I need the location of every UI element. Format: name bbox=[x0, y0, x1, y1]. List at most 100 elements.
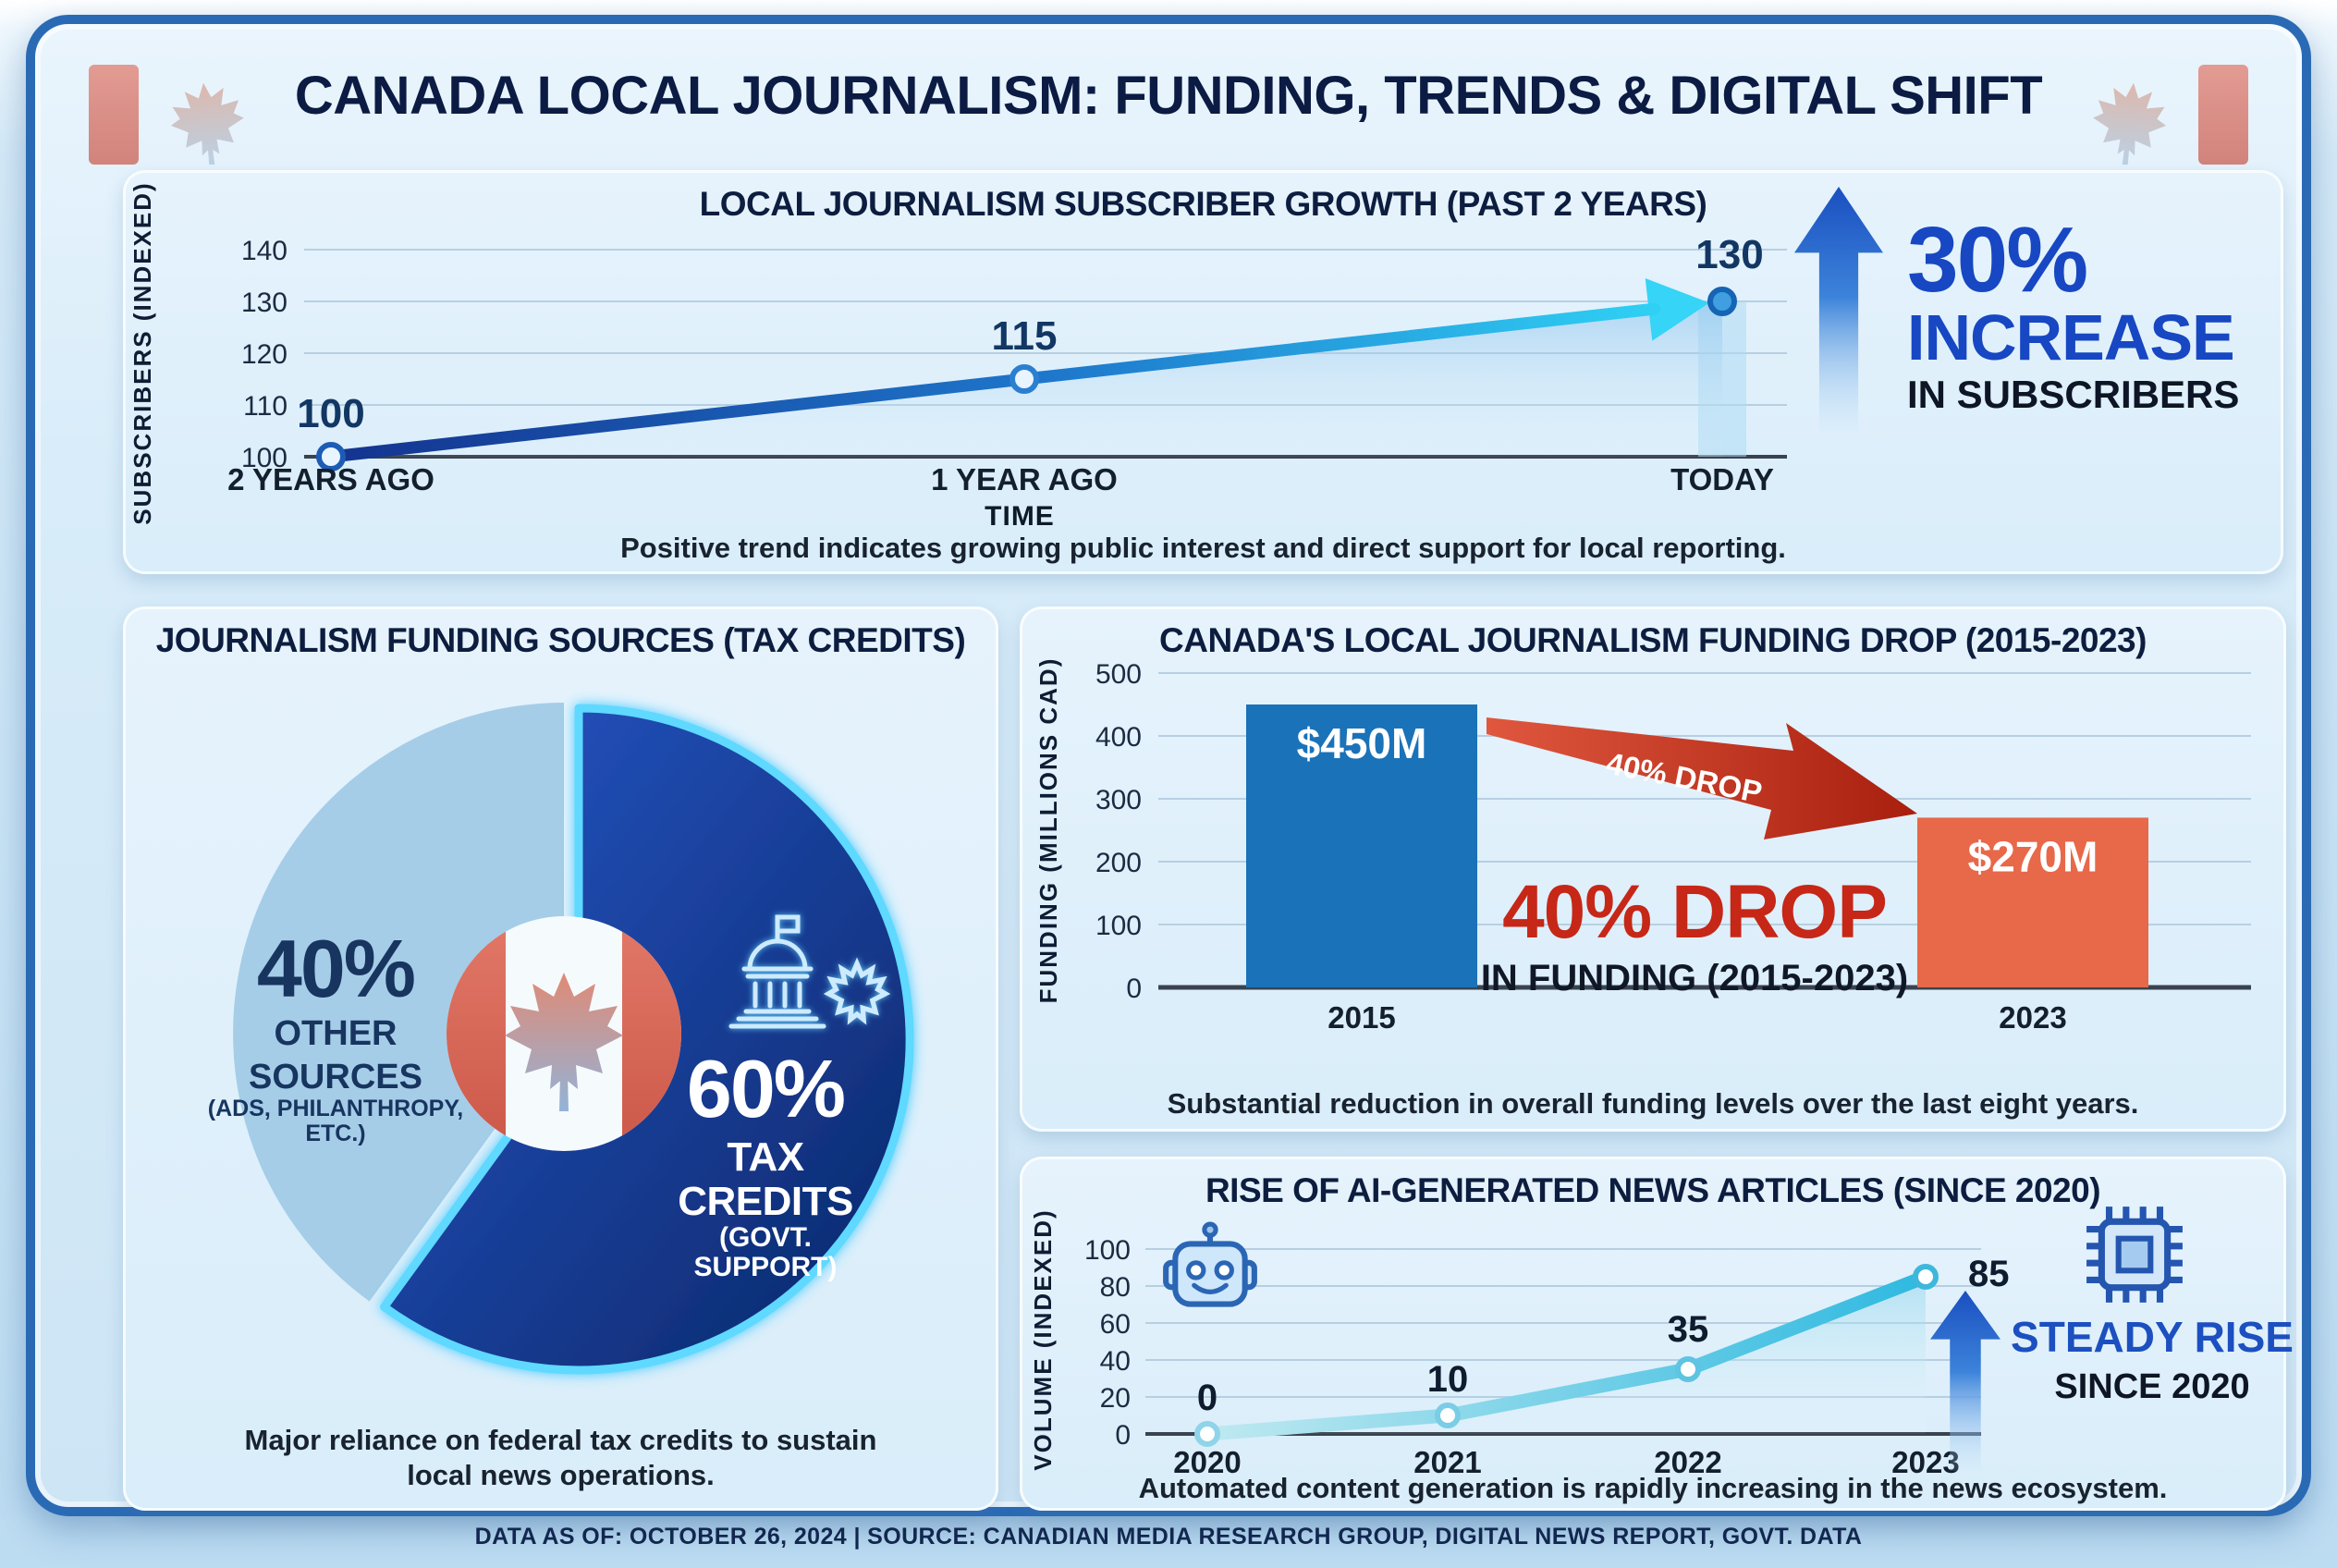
bar-value-label: $450M bbox=[1297, 719, 1427, 767]
line-arrowhead bbox=[1645, 278, 1710, 341]
x-tick-label: 2022 bbox=[1654, 1445, 1721, 1479]
x-tick-label: 1 YEAR AGO bbox=[931, 462, 1118, 496]
y-tick-label: 20 bbox=[1100, 1383, 1131, 1414]
ai-articles-chart: 0 20 40 60 80 100 VOLUME (INDEXED) 0 10 35 85 2020 2… bbox=[1029, 1208, 2010, 1479]
robot-antenna-tip bbox=[1202, 1221, 1218, 1238]
pie-slice-other-sources bbox=[233, 703, 564, 1302]
up-arrow-icon bbox=[1794, 187, 1883, 432]
canada-flag-left bbox=[89, 65, 244, 165]
y-tick-label: 100 bbox=[1084, 1235, 1131, 1266]
x-tick-label: 2 YEARS AGO bbox=[227, 462, 434, 496]
pie-label-line: TAX CREDITS bbox=[678, 1134, 853, 1224]
maple-leaf-shape bbox=[2093, 82, 2167, 165]
panel-subscriber-growth: LOCAL JOURNALISM SUBSCRIBER GROWTH (PAST… bbox=[123, 170, 2283, 574]
flag-red-band bbox=[89, 65, 139, 165]
building-steps bbox=[728, 1009, 826, 1029]
data-point bbox=[1435, 1403, 1461, 1428]
chart-caption-pie: Major reliance on federal tax credits to… bbox=[244, 1423, 877, 1492]
pie-percent-tax: 60% bbox=[686, 1043, 846, 1134]
data-point-label: 0 bbox=[1197, 1378, 1217, 1418]
subscriber-growth-chart: 100 110 120 130 140 SUBSCRIBERS (INDEXED) 100 1… bbox=[128, 181, 1787, 532]
y-axis-title: FUNDING (MILLIONS CAD) bbox=[1034, 657, 1062, 1004]
data-point bbox=[1009, 364, 1039, 394]
chart-caption-ai: Automated content generation is rapidly … bbox=[1138, 1472, 2168, 1505]
robot-eye bbox=[1214, 1260, 1234, 1280]
chip-pins bbox=[2086, 1207, 2183, 1303]
decline-arrow-shape bbox=[1487, 717, 1917, 839]
funding-drop-chart: 0 100 200 300 400 500 FUNDING (MILLIONS CAD) $4… bbox=[1034, 657, 2251, 1035]
building-columns bbox=[752, 981, 802, 1009]
increase-word: INCREASE bbox=[1907, 301, 2235, 374]
decline-arrow-icon: 40% DROP bbox=[1487, 717, 1917, 839]
infographic-card: CANADA LOCAL JOURNALISM: FUNDING, TRENDS… bbox=[26, 15, 2311, 1516]
source-footer: DATA AS OF: OCTOBER 26, 2024 | SOURCE: C… bbox=[474, 1524, 1863, 1550]
maple-leaf-icon bbox=[2093, 82, 2167, 165]
pie-label-tax-credits: 60% TAX CREDITS (GOVT. SUPPORT) bbox=[649, 1048, 882, 1283]
y-tick-label: 0 bbox=[1126, 974, 1142, 1004]
pie-label-line: OTHER bbox=[274, 1014, 398, 1053]
data-point-label: 10 bbox=[1427, 1359, 1469, 1400]
page-title: CANADA LOCAL JOURNALISM: FUNDING, TRENDS… bbox=[294, 66, 2043, 126]
subscriber-increase-annotation: 30% INCREASE IN SUBSCRIBERS bbox=[1794, 187, 2239, 432]
y-tick-label: 80 bbox=[1100, 1272, 1131, 1303]
data-point-label: 35 bbox=[1668, 1309, 1709, 1350]
panel-ai-articles: RISE OF AI-GENERATED NEWS ARTICLES (SINC… bbox=[1020, 1157, 2294, 1511]
y-tick-label: 60 bbox=[1100, 1309, 1131, 1340]
x-tick-label: 2023 bbox=[1891, 1445, 1959, 1479]
y-tick-label: 110 bbox=[243, 391, 288, 422]
up-arrow-icon bbox=[1930, 1291, 2001, 1471]
data-point-label: 100 bbox=[297, 391, 364, 436]
chip-core bbox=[2115, 1235, 2154, 1274]
steady-rise-annotation: STEADY RISE SINCE 2020 bbox=[1921, 1203, 2294, 1508]
chart-caption-growth: Positive trend indicates growing public … bbox=[620, 532, 1786, 565]
y-tick-label: 40 bbox=[1100, 1346, 1131, 1377]
bar-value-label: $270M bbox=[1968, 832, 2098, 880]
area-fill bbox=[1207, 1277, 1926, 1434]
y-tick-label: 140 bbox=[241, 236, 288, 266]
robot-icon bbox=[1163, 1221, 1257, 1307]
x-tick-label: 2023 bbox=[1999, 1000, 2066, 1035]
data-point bbox=[1675, 1356, 1701, 1382]
maple-leaf-shape bbox=[823, 957, 891, 1025]
maple-leaf-shape bbox=[505, 973, 623, 1111]
y-tick-label: 120 bbox=[241, 339, 288, 370]
chip-pin-row bbox=[2105, 1207, 2164, 1222]
y-tick-label: 0 bbox=[1115, 1420, 1131, 1451]
robot-head bbox=[1172, 1241, 1248, 1307]
data-point-label: 85 bbox=[1968, 1254, 2010, 1294]
chart-caption-drop: Substantial reduction in overall funding… bbox=[1167, 1087, 2139, 1121]
bar bbox=[1246, 704, 1477, 987]
pie-label-other-sources: 40% OTHER SOURCES (ADS, PHILANTHROPY, ET… bbox=[208, 928, 463, 1146]
chart-title-drop: CANADA'S LOCAL JOURNALISM FUNDING DROP (… bbox=[1159, 621, 2147, 659]
funding-sources-donut bbox=[233, 703, 914, 1375]
x-tick-label: TODAY bbox=[1670, 462, 1774, 496]
x-tick-label: 2021 bbox=[1413, 1445, 1481, 1479]
y-tick-label: 200 bbox=[1095, 848, 1142, 878]
data-point bbox=[1707, 287, 1737, 316]
x-tick-label: 2015 bbox=[1328, 1000, 1395, 1035]
chart-title-ai: RISE OF AI-GENERATED NEWS ARTICLES (SINC… bbox=[1205, 1171, 2101, 1209]
pie-sublabel-line: (GOVT. SUPPORT) bbox=[693, 1222, 838, 1283]
chip-pin-row bbox=[2086, 1225, 2102, 1284]
y-tick-label: 130 bbox=[241, 288, 288, 318]
robot-smile bbox=[1192, 1282, 1229, 1294]
canada-flag-right bbox=[2093, 65, 2248, 165]
data-point bbox=[316, 442, 346, 472]
funding-drop-annotation: 40% DROP IN FUNDING (2015-2023) bbox=[1481, 875, 1908, 999]
pie-sublabel-line: (ADS, PHILANTHROPY, bbox=[207, 1096, 464, 1122]
y-axis-title: SUBSCRIBERS (INDEXED) bbox=[128, 181, 156, 524]
maple-leaf-outline-icon bbox=[823, 957, 891, 1025]
government-building-icon bbox=[728, 914, 891, 1029]
trend-line bbox=[1200, 1269, 1933, 1441]
robot-eye bbox=[1186, 1260, 1206, 1280]
steady-rise-text: STEADY RISE bbox=[2011, 1313, 2294, 1361]
chip-pin-row bbox=[2105, 1287, 2164, 1303]
panel-funding-drop: CANADA'S LOCAL JOURNALISM FUNDING DROP (… bbox=[1020, 606, 2286, 1132]
building-flag bbox=[775, 914, 801, 942]
building-dome bbox=[747, 938, 808, 972]
data-point bbox=[1913, 1264, 1939, 1290]
y-tick-label: 100 bbox=[241, 443, 288, 473]
increase-text-block: 30% INCREASE IN SUBSCRIBERS bbox=[1907, 187, 2239, 432]
maple-leaf-icon bbox=[505, 973, 623, 1111]
